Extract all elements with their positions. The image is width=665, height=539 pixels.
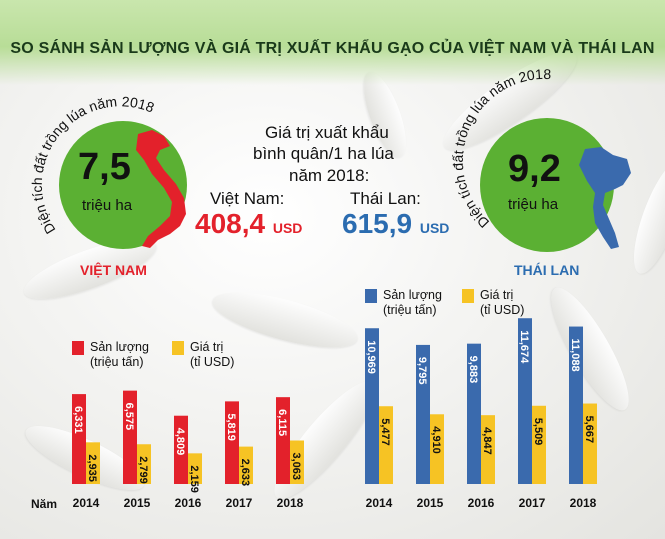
thailand-bar-value-2015 [430, 414, 444, 484]
vietnam-data-label-value-2017: 2,633 [239, 459, 251, 487]
thailand-area-value: 9,2 [508, 148, 561, 190]
vietnam-tick-label-2015: 2015 [124, 496, 151, 510]
thailand-tick-label-2018: 2018 [570, 496, 597, 510]
vietnam-bar-value-2015 [137, 444, 151, 484]
thailand-per-ha-value: 615,9 USD [342, 208, 449, 240]
thailand-data-label-production-2015: 9,795 [416, 357, 428, 385]
thailand-legend-value-line2: (tỉ USD) [480, 303, 525, 317]
vietnam-legend-value-line1: Giá trị [190, 340, 224, 354]
vietnam-data-label-production-2014: 6,331 [72, 406, 84, 434]
vietnam-bar-value-2016 [188, 453, 202, 484]
value-per-ha-line1: Giá trị xuất khẩu [265, 123, 389, 142]
vietnam-data-label-value-2016: 2,159 [188, 465, 200, 493]
thailand-legend-value-label: Giá trị (tỉ USD) [480, 288, 524, 318]
thailand-bar-production-2018 [569, 326, 583, 484]
vietnam-per-ha-number: 408,4 [195, 208, 266, 239]
vietnam-legend-production-line2: (triệu tấn) [90, 355, 144, 369]
vietnam-data-label-value-2015: 2,799 [137, 456, 149, 484]
x-axis-prefix: Năm [31, 497, 58, 511]
page-title: SO SÁNH SẢN LƯỢNG VÀ GIÁ TRỊ XUẤT KHẨU G… [10, 40, 655, 57]
thailand-per-ha-label: Thái Lan: [350, 189, 421, 208]
thailand-bar-value-2016 [481, 415, 495, 484]
vietnam-area-unit: triệu ha [82, 197, 133, 214]
vietnam-map-icon [136, 130, 186, 248]
vietnam-per-ha-value: 408,4 USD [195, 208, 302, 240]
thailand-area-unit: triệu ha [508, 196, 559, 213]
header-banner: SO SÁNH SẢN LƯỢNG VÀ GIÁ TRỊ XUẤT KHẨU G… [0, 0, 665, 85]
vietnam-area-value: 7,5 [78, 146, 131, 188]
thailand-bar-value-2014 [379, 406, 393, 484]
thailand-data-label-production-2018: 11,088 [569, 339, 581, 372]
vietnam-data-label-value-2014: 2,935 [86, 454, 98, 482]
thailand-data-label-production-2017: 11,674 [518, 330, 530, 364]
thailand-legend-production-line1: Sản lượng [383, 288, 442, 302]
thailand-bar-value-2018 [583, 403, 597, 484]
thailand-data-label-value-2016: 4,847 [481, 427, 493, 455]
vietnam-bar-production-2014 [72, 394, 86, 484]
thailand-data-label-value-2018: 5,667 [583, 416, 595, 444]
thailand-country-label: THÁI LAN [514, 262, 580, 278]
thailand-bar-production-2016 [467, 343, 481, 484]
vietnam-bar-production-2016 [174, 415, 188, 484]
thailand-per-ha-unit: USD [419, 220, 450, 236]
thailand-per-ha-number: 615,9 [342, 208, 413, 239]
vietnam-per-ha-unit: USD [272, 220, 303, 236]
vietnam-legend-value-line2: (tỉ USD) [190, 355, 235, 369]
vietnam-bar-production-2018 [276, 397, 290, 484]
thailand-tick-label-2014: 2014 [366, 496, 393, 510]
value-per-ha-line3: năm 2018: [289, 166, 370, 185]
thailand-legend-production-line2: (triệu tấn) [383, 303, 437, 317]
vietnam-data-label-production-2018: 6,115 [276, 409, 288, 436]
thailand-data-label-production-2016: 9,883 [467, 356, 479, 384]
vietnam-legend-value-label: Giá trị (tỉ USD) [190, 340, 234, 370]
thailand-data-label-production-2014: 10,969 [365, 340, 377, 374]
thailand-bar-production-2017 [518, 318, 532, 484]
vietnam-data-label-production-2015: 6,575 [123, 403, 135, 431]
thailand-legend-value-swatch [462, 289, 474, 303]
vietnam-data-label-production-2016: 4,809 [174, 428, 186, 456]
vietnam-country-label: VIỆT NAM [80, 262, 147, 278]
vietnam-legend-production-line1: Sản lượng [90, 340, 149, 354]
vietnam-bar-production-2015 [123, 390, 137, 484]
thailand-data-label-value-2017: 5,509 [532, 418, 544, 446]
thailand-map-icon [579, 147, 631, 249]
thailand-bar-production-2014 [365, 328, 379, 484]
thailand-legend-production-swatch [365, 289, 377, 303]
value-per-ha-line2: bình quân/1 ha lúa [253, 144, 394, 163]
vietnam-legend-production-label: Sản lượng (triệu tấn) [90, 340, 149, 370]
vietnam-tick-label-2014: 2014 [73, 496, 100, 510]
vietnam-bar-production-2017 [225, 401, 239, 484]
vietnam-bar-value-2018 [290, 440, 304, 484]
thailand-data-label-value-2015: 4,910 [430, 426, 442, 454]
thailand-legend-value-line1: Giá trị [480, 288, 514, 302]
thailand-legend-production-label: Sản lượng (triệu tấn) [383, 288, 442, 318]
vietnam-bar-value-2014 [86, 442, 100, 484]
vietnam-legend-value-swatch [172, 341, 184, 355]
vietnam-data-label-value-2018: 3,063 [290, 453, 302, 481]
vietnam-tick-label-2017: 2017 [226, 496, 253, 510]
vietnam-bar-value-2017 [239, 446, 253, 484]
vietnam-legend-production-swatch [72, 341, 84, 355]
vietnam-data-label-production-2017: 5,819 [225, 413, 237, 441]
vietnam-per-ha-label: Việt Nam: [210, 189, 285, 208]
thailand-tick-label-2016: 2016 [468, 496, 495, 510]
thailand-tick-label-2017: 2017 [519, 496, 546, 510]
thailand-bar-value-2017 [532, 405, 546, 484]
vietnam-tick-label-2016: 2016 [175, 496, 202, 510]
thailand-tick-label-2015: 2015 [417, 496, 444, 510]
vietnam-tick-label-2018: 2018 [277, 496, 304, 510]
thailand-bar-production-2015 [416, 344, 430, 484]
thailand-data-label-value-2014: 5,477 [379, 418, 391, 446]
